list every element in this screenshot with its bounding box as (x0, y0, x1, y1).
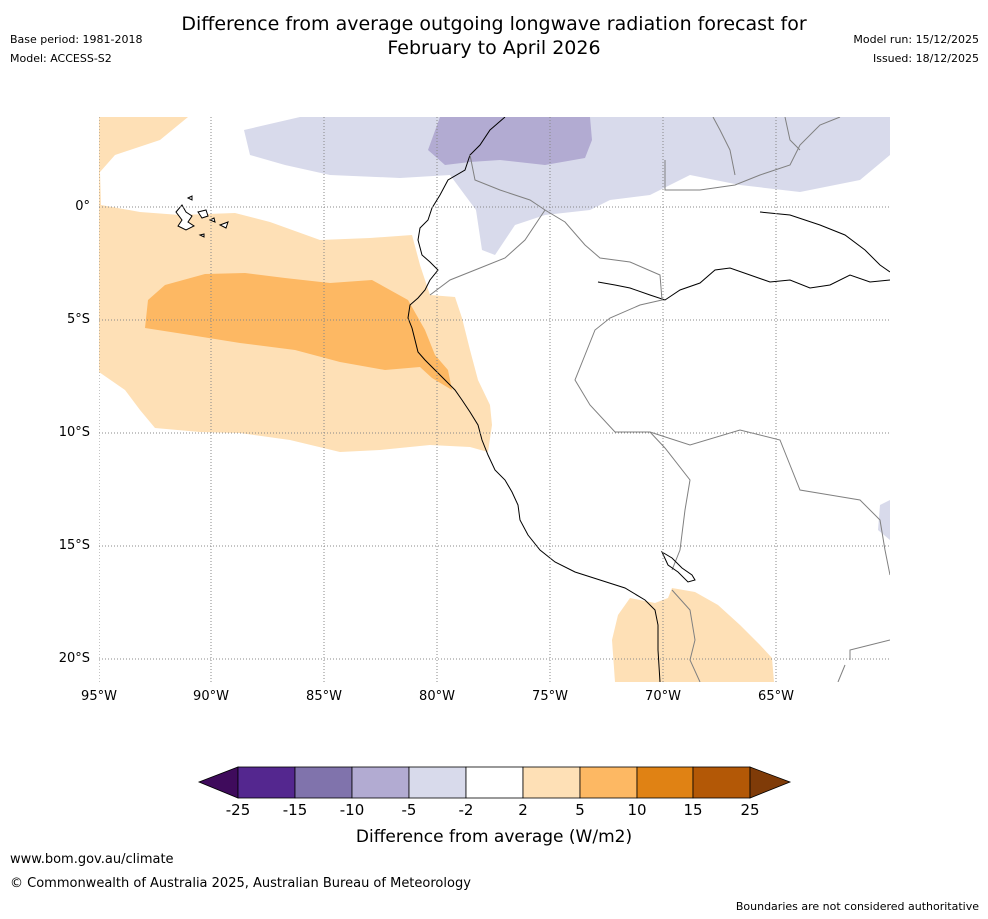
map-title-line-2: February to April 2026 (387, 37, 601, 59)
model-text: Model: ACCESS-S2 (10, 52, 112, 65)
colorbar (197, 766, 792, 799)
positive-anomaly-region-strong (145, 273, 452, 390)
colorbar-bin-7 (579, 766, 638, 799)
colorbar-extend-high (749, 766, 792, 799)
legend-tick-1: -25 (225, 801, 251, 819)
legend-label: Difference from average (W/m2) (355, 827, 633, 847)
colorbar-bin-2 (294, 766, 353, 799)
disclaimer-text: Boundaries are not considered authoritat… (735, 900, 979, 913)
lat-label-15s: 15°S (58, 538, 90, 553)
galapagos-islands (175, 195, 229, 238)
website-link[interactable]: www.bom.gov.au/climate (10, 852, 174, 867)
legend-tick-2: -15 (282, 801, 308, 819)
colorbar-bin-3 (351, 766, 410, 799)
negative-anomaly-region-east (878, 500, 890, 540)
colorbar-bin-6 (522, 766, 581, 799)
legend-tick-3: -10 (339, 801, 365, 819)
rio-negro (759, 211, 890, 273)
copyright-text: © Commonwealth of Australia 2025, Austra… (10, 876, 471, 891)
lat-label-0: 0° (75, 199, 90, 214)
legend-tick-9: 15 (683, 801, 703, 819)
lon-label-80w: 80°W (419, 689, 455, 704)
lat-label-10s: 10°S (58, 425, 90, 440)
lon-label-90w: 90°W (193, 689, 229, 704)
country-borders (429, 117, 890, 682)
legend-tick-10: 25 (740, 801, 760, 819)
lon-label-70w: 70°W (645, 689, 681, 704)
lat-label-20s: 20°S (58, 651, 90, 666)
positive-anomaly-region-south (612, 588, 774, 682)
negative-anomaly-region-strong (428, 117, 592, 165)
model-run-text: Model run: 15/12/2025 (853, 33, 979, 46)
colorbar-bin-9 (692, 766, 751, 799)
legend-tick-5: -2 (458, 801, 474, 819)
lon-label-95w: 95°W (81, 689, 117, 704)
legend-tick-4: -5 (401, 801, 417, 819)
base-period-text: Base period: 1981-2018 (10, 33, 143, 46)
gridlines (99, 117, 890, 682)
lake-titicaca (660, 550, 696, 583)
map-title-line-1: Difference from average outgoing longwav… (181, 13, 807, 35)
coastline-pacific (407, 117, 661, 682)
lon-label-75w: 75°W (532, 689, 568, 704)
colorbar-bin-5 (465, 766, 524, 799)
legend-tick-8: 10 (627, 801, 647, 819)
colorbar-bin-1 (237, 766, 296, 799)
map-title: Difference from average outgoing longwav… (0, 12, 988, 60)
lat-label-5s: 5°S (66, 312, 90, 327)
colorbar-extend-low (197, 766, 239, 799)
negative-anomaly-region-north (244, 117, 890, 255)
amazon-river (597, 267, 890, 301)
legend-tick-7: 5 (575, 801, 585, 819)
lon-label-85w: 85°W (306, 689, 342, 704)
legend-tick-6: 2 (518, 801, 528, 819)
colorbar-bin-8 (636, 766, 694, 799)
issued-text: Issued: 18/12/2025 (872, 52, 979, 65)
map-area (99, 117, 890, 682)
lon-label-65w: 65°W (758, 689, 794, 704)
colorbar-bin-4 (408, 766, 467, 799)
